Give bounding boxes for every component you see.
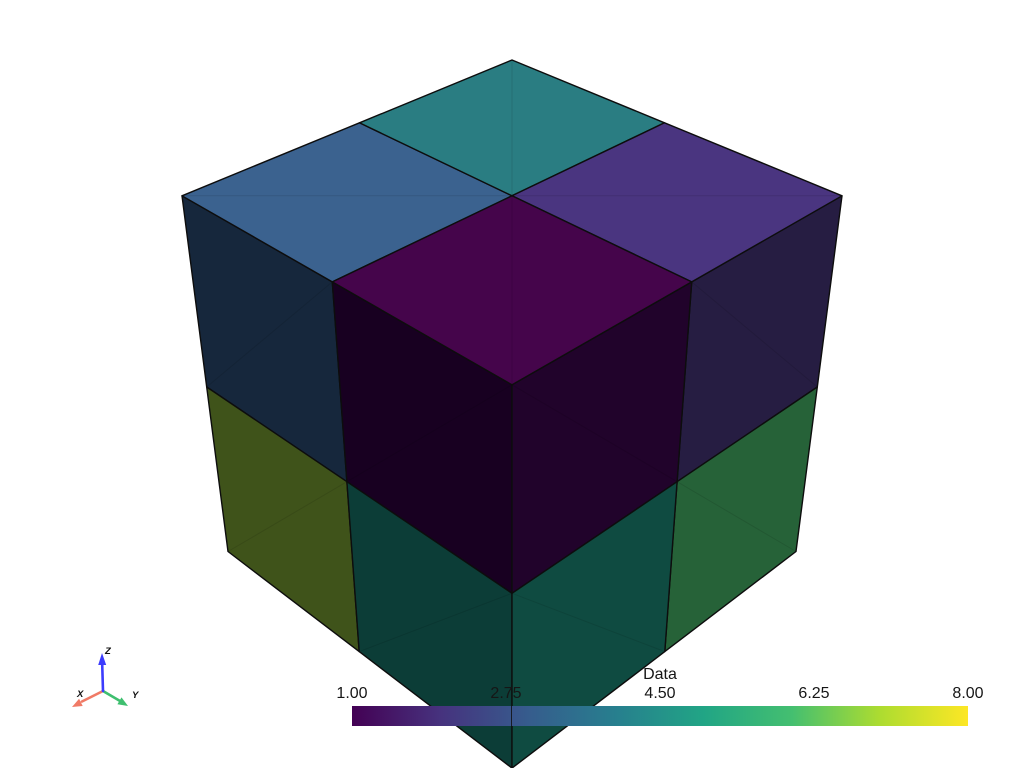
voxel-face-seam — [227, 481, 348, 552]
x-axis-arrowhead-icon — [72, 698, 83, 707]
z-axis-shaft — [100, 662, 105, 693]
voxel-face-seam — [511, 592, 665, 653]
voxel-face-seam — [359, 592, 513, 653]
z-axis-arrowhead-icon — [98, 653, 107, 665]
voxel-face-top-value-1[interactable] — [331, 195, 693, 386]
voxel-face-seam — [206, 281, 333, 388]
x-axis-label: X — [76, 689, 84, 700]
voxel-face-seam — [346, 384, 513, 483]
voxel-face-seam — [511, 384, 678, 483]
y-axis-label: Y — [132, 690, 140, 701]
y-axis-arrowhead-icon — [117, 697, 128, 706]
voxel-face-seam — [691, 281, 818, 388]
voxel-face-seam — [676, 481, 797, 552]
voxel-face-right-value-5[interactable] — [511, 481, 678, 768]
y-axis-shaft — [101, 689, 122, 703]
orientation-axes-widget: Z X Y — [72, 646, 140, 707]
x-axis-shaft — [80, 689, 105, 703]
z-axis-label: Z — [104, 646, 112, 657]
